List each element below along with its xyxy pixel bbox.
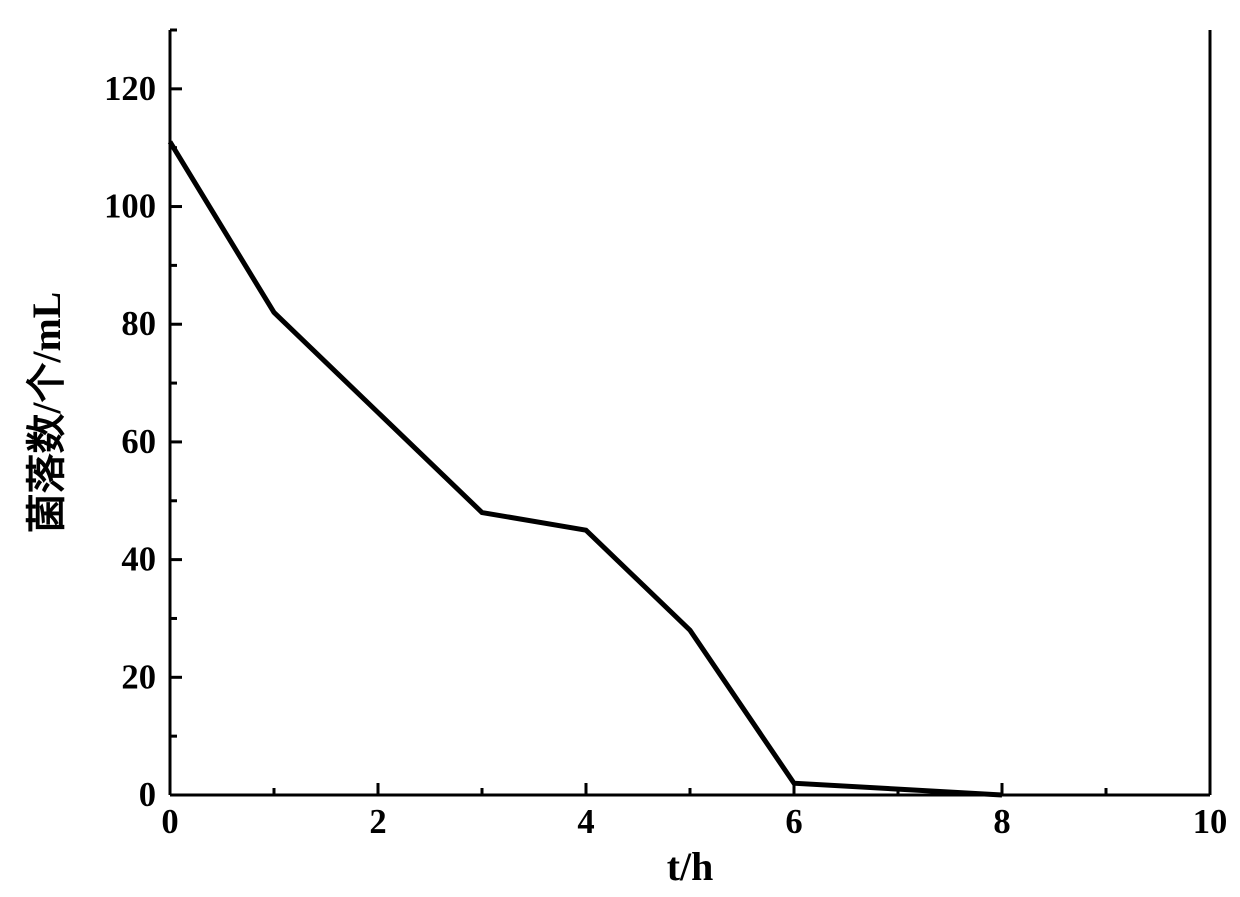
axis-labels: t/h 菌落数/个/mL [24,292,713,889]
line-chart: 0246810020406080100120 t/h菌落数/个/mL [0,0,1240,897]
y-tick-label: 100 [104,188,156,226]
y-tick-label: 20 [121,658,156,696]
x-tick-label: 2 [369,803,386,841]
y-tick-label: 80 [121,305,156,343]
axes: 0246810020406080100120 [104,30,1227,841]
x-tick-label: 8 [993,803,1010,841]
x-tick-label: 4 [577,803,594,841]
y-tick-label: 60 [121,423,156,461]
x-tick-label: 10 [1193,803,1228,841]
y-axis-title: 菌落数/个/mL [24,292,69,534]
x-axis-title: t/h [667,844,714,889]
y-tick-label: 0 [139,776,156,814]
x-tick-label: 6 [785,803,802,841]
series-colony-count [170,142,1002,795]
data-series [170,142,1002,795]
chart-root: 0246810020406080100120 t/h菌落数/个/mL t/h 菌… [0,0,1240,897]
x-tick-label: 0 [161,803,178,841]
y-tick-label: 120 [104,70,156,108]
y-tick-label: 40 [121,541,156,579]
